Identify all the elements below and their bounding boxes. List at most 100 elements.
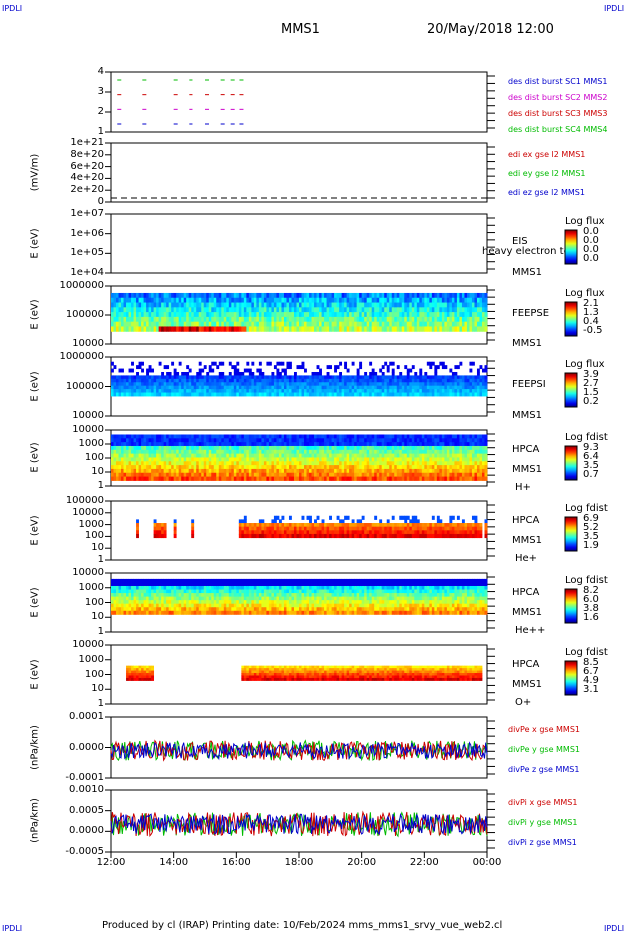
- spectrogram-cell: [116, 589, 119, 594]
- spectrogram-cell: [248, 468, 252, 474]
- spectrogram-cell: [233, 457, 237, 462]
- spectrogram-cell: [131, 385, 134, 390]
- spectrogram-cell: [278, 316, 282, 323]
- colorbar: [564, 445, 578, 481]
- spectrogram-cell: [236, 307, 240, 313]
- spectrogram-cell: [166, 389, 170, 394]
- spectrogram-cell: [441, 533, 445, 539]
- spectrogram-cell: [113, 307, 117, 313]
- spectrogram-cell: [379, 442, 383, 447]
- spectrogram-cell: [133, 385, 137, 390]
- spectrogram-cell: [156, 523, 160, 528]
- spectrogram-cell: [401, 321, 405, 327]
- spectrogram-cell: [228, 465, 232, 470]
- spectrogram-cell: [381, 438, 385, 443]
- spectrogram-cell: [113, 585, 117, 591]
- spectrogram-cell: [316, 472, 320, 478]
- spectrogram-cell: [151, 307, 155, 313]
- spectrogram-cell: [354, 442, 358, 447]
- spectrogram-cell: [213, 302, 217, 308]
- instrument-label: H+: [515, 482, 531, 493]
- spectrogram-cell: [111, 392, 114, 397]
- spectrogram-cell: [321, 530, 325, 535]
- spectrogram-cell: [401, 375, 405, 380]
- spectrogram-cell: [141, 457, 144, 462]
- spectrogram-cell: [319, 392, 322, 397]
- spectrogram-cell: [474, 523, 478, 528]
- spectrogram-cell: [163, 316, 167, 323]
- spectrogram-cell: [196, 292, 200, 299]
- spectrogram-cell: [213, 361, 217, 366]
- spectrogram-cell: [161, 453, 165, 458]
- spectrogram-cell: [481, 449, 485, 455]
- spectrogram-cell: [161, 316, 165, 323]
- spectrogram-cell: [111, 449, 114, 455]
- spectrogram-cell: [183, 382, 187, 387]
- spectrogram-cell: [336, 445, 340, 451]
- spectrogram-cell: [419, 385, 423, 390]
- spectrogram-cell: [191, 449, 195, 455]
- spectrogram-cell: [396, 472, 400, 478]
- spectrogram-cell: [128, 589, 132, 594]
- spectrogram-cell: [461, 292, 465, 299]
- spectrogram-cell: [474, 476, 478, 481]
- spectrogram-cell: [166, 371, 170, 376]
- spectrogram-cell: [394, 385, 398, 390]
- spectrogram-cell: [288, 365, 292, 370]
- spectrogram-cell: [421, 326, 425, 332]
- spectrogram-cell: [376, 389, 380, 394]
- spectrogram-cell: [406, 445, 410, 451]
- spectrogram-cell: [404, 472, 408, 478]
- spectrogram-cell: [201, 461, 205, 466]
- y-tick-label: 100: [84, 452, 104, 463]
- spectrogram-cell: [193, 312, 197, 318]
- spectrogram-cell: [474, 472, 478, 478]
- spectrogram-cell: [319, 472, 322, 478]
- spectrogram-cell: [301, 533, 305, 539]
- spectrogram-cell: [231, 326, 235, 332]
- spectrogram-cell: [319, 375, 322, 380]
- spectrogram-cell: [336, 378, 340, 383]
- spectrogram-cell: [126, 457, 129, 462]
- legend-entry: divPi x gse MMS1: [508, 798, 578, 807]
- legend-entry: des dist burst SC4 MMS4: [508, 125, 608, 134]
- spectrogram-cell: [426, 389, 430, 394]
- spectrogram-cell: [304, 382, 307, 387]
- spectrogram-cell: [246, 476, 250, 481]
- spectrogram-cell: [206, 297, 210, 304]
- spectrogram-cell: [168, 442, 172, 447]
- spectrogram-cell: [206, 307, 210, 313]
- spectrogram-cell: [471, 515, 475, 520]
- spectrogram-cell: [191, 453, 195, 458]
- spectrogram-cell: [431, 476, 435, 481]
- spectrogram-cell: [406, 442, 410, 447]
- spectrogram-cell: [213, 453, 217, 458]
- spectrogram-cell: [344, 526, 348, 531]
- spectrogram-cell: [276, 476, 280, 481]
- spectrogram-cell: [479, 385, 483, 390]
- spectrogram-cell: [198, 326, 202, 332]
- spectrogram-cell: [146, 392, 149, 397]
- spectrogram-cell: [339, 523, 343, 528]
- spectrogram-cell: [446, 442, 450, 447]
- spectrogram-cell: [459, 449, 463, 455]
- spectrogram-cell: [379, 461, 383, 466]
- spectrogram-cell: [309, 526, 312, 531]
- spectrogram-cell: [276, 515, 280, 520]
- spectrogram-cell: [136, 445, 139, 451]
- spectrogram-cell: [196, 461, 200, 466]
- spectrogram-cell: [314, 371, 317, 376]
- spectrogram-cell: [409, 326, 413, 332]
- spectrogram-cell: [133, 382, 137, 387]
- spectrogram-cell: [299, 312, 302, 318]
- spectrogram-cell: [369, 465, 373, 470]
- spectrogram-cell: [311, 326, 315, 332]
- spectrogram-cell: [436, 385, 440, 390]
- spectrogram-cell: [291, 292, 295, 299]
- spectrogram-cell: [319, 461, 322, 466]
- spectrogram-cell: [288, 307, 292, 313]
- spectrogram-cell: [346, 434, 350, 439]
- spectrogram-cell: [369, 434, 373, 439]
- spectrogram-cell: [409, 461, 413, 466]
- spectrogram-cell: [429, 449, 433, 455]
